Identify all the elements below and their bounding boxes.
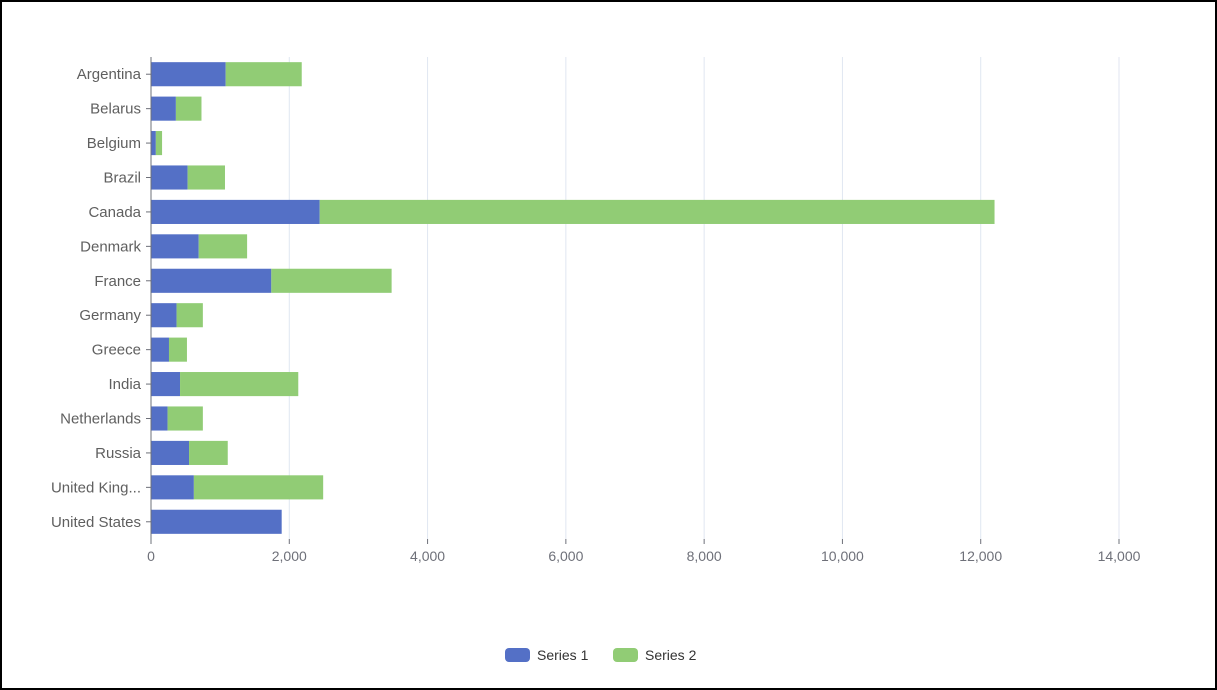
- category-label-brazil: Brazil: [103, 170, 141, 187]
- bar-belarus-series-2: [175, 96, 202, 121]
- bar-united-king-series-2: [193, 475, 324, 500]
- legend-swatch-series-1: [505, 648, 530, 662]
- category-label-belarus: Belarus: [90, 101, 141, 118]
- category-label-canada: Canada: [88, 204, 141, 221]
- bar-denmark-series-1: [151, 234, 199, 259]
- bar-india-series-1: [151, 372, 181, 397]
- category-label-netherlands: Netherlands: [60, 411, 141, 428]
- category-label-india: India: [108, 376, 141, 393]
- x-tick-label: 6,000: [548, 548, 583, 564]
- bar-germany-series-1: [151, 303, 177, 328]
- bar-belarus-series-1: [151, 96, 176, 121]
- legend-swatch-series-2: [613, 648, 638, 662]
- bar-france-series-1: [151, 268, 272, 293]
- bar-belgium-series-2: [155, 131, 163, 156]
- bar-greece-series-1: [151, 337, 169, 362]
- bar-netherlands-series-2: [167, 406, 203, 431]
- bar-united-king-series-1: [151, 475, 194, 500]
- category-label-argentina: Argentina: [77, 66, 142, 83]
- grid-lines: [288, 57, 1120, 539]
- x-tick-label: 8,000: [687, 548, 722, 564]
- legend-label-series-1: Series 1: [537, 647, 589, 663]
- bar-greece-series-2: [168, 337, 187, 362]
- category-label-belgium: Belgium: [87, 135, 141, 152]
- bar-netherlands-series-1: [151, 406, 168, 431]
- bar-canada-series-2: [319, 199, 995, 224]
- legend: Series 1 Series 2: [505, 647, 697, 663]
- bar-russia-series-1: [151, 440, 190, 465]
- bar-india-series-2: [180, 372, 299, 397]
- bar-russia-series-2: [189, 440, 228, 465]
- x-tick-label: 14,000: [1098, 548, 1141, 564]
- x-tick-label: 10,000: [821, 548, 864, 564]
- category-label-greece: Greece: [92, 342, 141, 359]
- x-tick-label: 0: [147, 548, 155, 564]
- bar-united-states-series-1: [151, 509, 282, 534]
- bar-denmark-series-2: [198, 234, 248, 259]
- category-label-germany: Germany: [79, 307, 141, 324]
- bar-canada-series-1: [151, 199, 320, 224]
- category-label-united-king: United King...: [51, 479, 141, 496]
- bar-belgium-series-1: [151, 131, 156, 156]
- bars: [151, 62, 995, 534]
- bar-brazil-series-1: [151, 165, 188, 190]
- category-label-denmark: Denmark: [80, 238, 141, 255]
- x-tick-label: 2,000: [272, 548, 307, 564]
- category-label-russia: Russia: [95, 445, 142, 462]
- bar-argentina-series-2: [225, 62, 302, 87]
- bar-germany-series-2: [176, 303, 203, 328]
- axes: 0 2,000 4,000 6,000 8,000 10,000 12,000 14,000 A…: [51, 57, 1141, 564]
- bar-argentina-series-1: [151, 62, 226, 87]
- category-label-france: France: [94, 273, 141, 290]
- legend-label-series-2: Series 2: [645, 647, 697, 663]
- bar-brazil-series-2: [187, 165, 225, 190]
- x-tick-label: 12,000: [959, 548, 1002, 564]
- bar-france-series-2: [271, 268, 392, 293]
- category-label-united-states: United States: [51, 514, 141, 531]
- x-tick-label: 4,000: [410, 548, 445, 564]
